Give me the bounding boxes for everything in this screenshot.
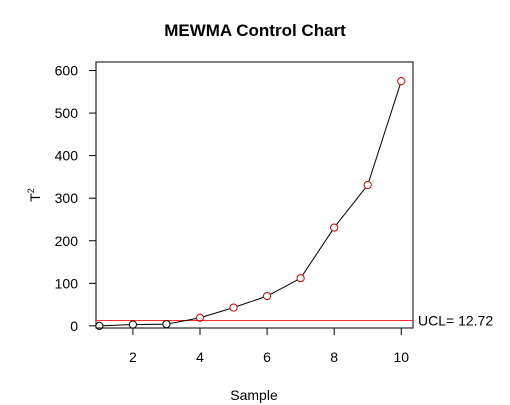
x-axis: 2 4 6 8 10 [129, 328, 409, 365]
x-tick-label: 10 [393, 349, 409, 365]
y-tick-label: 0 [70, 318, 78, 334]
series-segment [203, 308, 231, 318]
x-tick-label: 6 [263, 349, 271, 365]
y-tick-label: 100 [55, 275, 79, 291]
y-tick-label: 600 [55, 63, 79, 79]
y-axis: 0 100 200 300 400 500 600 [55, 63, 96, 334]
x-axis-label: Sample [230, 387, 278, 403]
series-segment [302, 230, 333, 276]
y-axis-label-group: T2 [26, 188, 43, 202]
y-axis-label-superscript: 2 [26, 188, 36, 193]
y-tick-label: 400 [55, 148, 79, 164]
data-point [397, 77, 406, 86]
y-tick-label: 500 [55, 105, 79, 121]
y-axis-label: T2 [26, 188, 43, 202]
data-point [95, 321, 104, 330]
data-point [330, 223, 339, 232]
data-point [128, 320, 137, 329]
ucl-group: UCL= 12.72 [96, 312, 493, 328]
chart-title: MEWMA Control Chart [164, 21, 346, 40]
y-axis-label-base: T [27, 193, 43, 202]
series-segment [368, 84, 401, 182]
data-point [296, 274, 305, 283]
series-segment [102, 324, 130, 327]
data-point [195, 313, 205, 322]
data-point [162, 320, 171, 329]
series-segment [336, 187, 366, 226]
y-tick-label: 300 [55, 190, 79, 206]
data-point [262, 291, 272, 301]
data-point [229, 303, 238, 312]
series-group [95, 77, 406, 330]
x-tick-label: 4 [196, 349, 204, 365]
data-point [363, 180, 372, 190]
series-segment [236, 296, 264, 307]
ucl-label: UCL= 12.72 [418, 312, 493, 328]
x-tick-label: 8 [330, 349, 338, 365]
y-tick-label: 200 [55, 233, 79, 249]
x-tick-label: 2 [129, 349, 137, 365]
series-segment [270, 279, 298, 295]
plot-frame [95, 61, 414, 329]
series-segment [169, 317, 197, 324]
